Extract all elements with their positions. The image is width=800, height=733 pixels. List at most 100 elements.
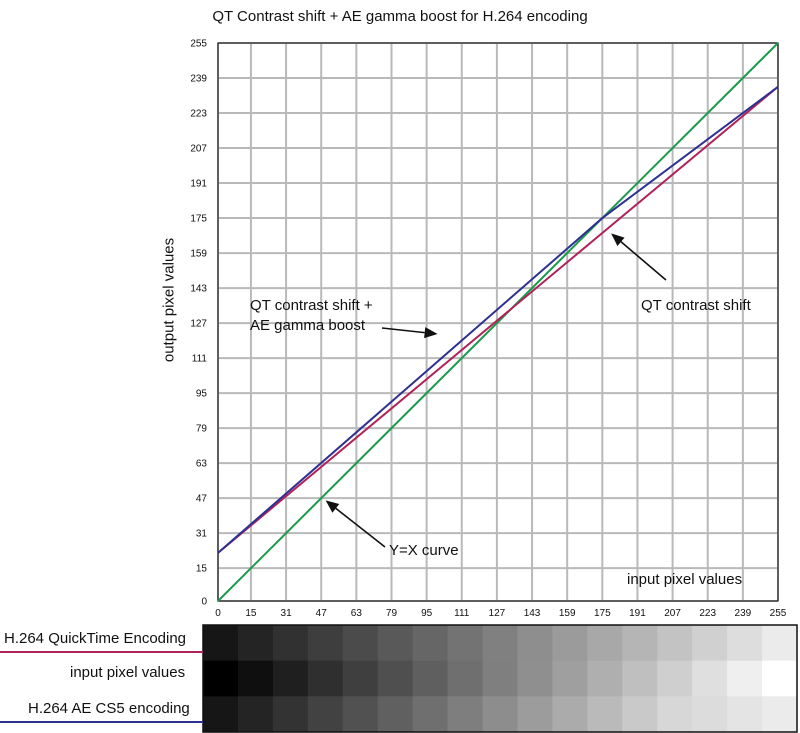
swatch-cell-0-7	[447, 625, 484, 662]
swatch-cell-2-11	[587, 696, 623, 733]
y-tick-label-5: 79	[196, 424, 208, 435]
swatch-cell-0-15	[727, 625, 763, 662]
swatch-cell-0-2	[272, 625, 309, 662]
series-group	[217, 42, 779, 602]
swatch-cell-0-5	[377, 625, 414, 662]
swatch-cell-0-6	[412, 625, 449, 662]
series-line-qt	[217, 85, 779, 554]
swatch-label-lines	[0, 651, 203, 723]
swatch-cell-2-3	[307, 696, 344, 733]
x-tick-label-16: 255	[770, 608, 787, 619]
swatch-cell-0-0	[203, 625, 239, 662]
swatch-cell-1-11	[587, 660, 623, 697]
swatch-cell-2-8	[482, 696, 519, 733]
swatch-cell-0-16	[762, 625, 798, 662]
plot-border	[217, 42, 779, 602]
swatch-cell-1-1	[237, 660, 274, 697]
swatch-cell-1-12	[622, 660, 658, 697]
x-tick-label-10: 159	[559, 608, 576, 619]
x-tick-label-8: 127	[489, 608, 506, 619]
swatch-cell-2-10	[552, 696, 588, 733]
plot-frame	[217, 42, 779, 602]
swatch-cell-1-6	[412, 660, 449, 697]
swatch-cell-0-10	[552, 625, 588, 662]
swatch-cell-2-4	[342, 696, 379, 733]
y-axis-label: output pixel values	[160, 237, 178, 363]
x-tick-label-9: 143	[524, 608, 541, 619]
x-tick-label-3: 47	[316, 608, 328, 619]
swatch-label-quicktime: H.264 QuickTime Encoding	[4, 630, 187, 647]
y-tick-label-6: 95	[196, 389, 208, 400]
arrow-shaft-red	[620, 241, 667, 281]
swatch-cell-0-11	[587, 625, 623, 662]
y-tick-label-9: 143	[190, 284, 207, 295]
swatch-cell-2-7	[447, 696, 484, 733]
swatch-cell-1-16	[762, 660, 798, 697]
swatch-cell-1-2	[272, 660, 309, 697]
y-tick-label-14: 223	[190, 109, 207, 120]
x-tick-label-4: 63	[351, 608, 363, 619]
swatch-cell-0-4	[342, 625, 379, 662]
y-tick-label-7: 111	[192, 354, 208, 365]
swatch-cell-1-9	[517, 660, 554, 697]
y-tick-label-16: 255	[190, 39, 207, 50]
swatch-cell-2-16	[762, 696, 798, 733]
swatch-cell-2-6	[412, 696, 449, 733]
swatch-cell-1-8	[482, 660, 519, 697]
swatch-cell-0-13	[657, 625, 693, 662]
swatch-cell-0-1	[237, 625, 274, 662]
swatch-cell-0-8	[482, 625, 519, 662]
swatch-cell-2-2	[272, 696, 309, 733]
y-tick-label-3: 47	[196, 494, 208, 505]
y-tick-label-12: 191	[190, 179, 207, 190]
x-tick-label-6: 95	[421, 608, 433, 619]
x-tick-label-15: 239	[735, 608, 752, 619]
arrow-head-red	[611, 233, 625, 246]
series-line-yx	[217, 42, 779, 602]
swatch-cell-1-3	[307, 660, 344, 697]
swatch-strip	[202, 624, 798, 733]
annotation-arrows	[325, 233, 667, 548]
arrow-shaft-blue	[381, 327, 425, 334]
swatch-cell-1-10	[552, 660, 588, 697]
swatch-cell-2-0	[203, 696, 239, 733]
y-tick-label-4: 63	[196, 459, 208, 470]
y-tick-label-11: 175	[190, 214, 207, 225]
swatch-cell-0-12	[622, 625, 658, 662]
x-tick-label-11: 175	[594, 608, 611, 619]
annotation-qt: QT contrast shift	[641, 296, 751, 316]
y-tick-labels: 0 15 31 47 63 79 95 111 127 143 159 175 191 207 223 239…	[190, 39, 207, 608]
y-tick-label-0: 0	[201, 597, 207, 608]
swatch-cell-1-4	[342, 660, 379, 697]
x-tick-label-2: 31	[281, 608, 293, 619]
y-tick-label-15: 239	[190, 74, 207, 85]
annotation-qt-line-1: QT contrast shift	[641, 297, 751, 314]
y-tick-label-2: 31	[196, 529, 208, 540]
annotation-qt-ae-line-2: AE gamma boost	[250, 317, 366, 334]
chart-title: QT Contrast shift + AE gamma boost for H…	[212, 8, 588, 25]
swatch-cell-2-5	[377, 696, 414, 733]
swatch-cell-2-14	[692, 696, 728, 733]
x-axis-label: input pixel values	[627, 571, 743, 588]
arrow-head-yx	[325, 500, 340, 513]
swatch-cell-1-0	[203, 660, 239, 697]
swatch-cell-0-9	[517, 625, 554, 662]
swatch-cell-1-15	[727, 660, 763, 697]
annotation-qt-ae-line-1: QT contrast shift +	[250, 297, 373, 314]
swatch-cell-2-9	[517, 696, 554, 733]
swatch-cell-1-7	[447, 660, 484, 697]
arrow-head-blue	[424, 327, 438, 339]
x-tick-label-1: 15	[245, 608, 257, 619]
x-tick-label-7: 111	[454, 608, 470, 619]
x-tick-label-5: 79	[386, 608, 398, 619]
y-tick-label-8: 127	[190, 319, 207, 330]
x-tick-label-12: 191	[629, 608, 646, 619]
x-tick-label-0: 0	[215, 608, 221, 619]
swatch-cell-2-13	[657, 696, 693, 733]
series-line-qt_ae	[217, 85, 779, 554]
annotation-qt-ae: QT contrast shift + AE gamma boost	[250, 296, 373, 336]
swatch-cell-0-14	[692, 625, 728, 662]
y-tick-label-13: 207	[190, 144, 207, 155]
x-tick-label-14: 223	[699, 608, 716, 619]
